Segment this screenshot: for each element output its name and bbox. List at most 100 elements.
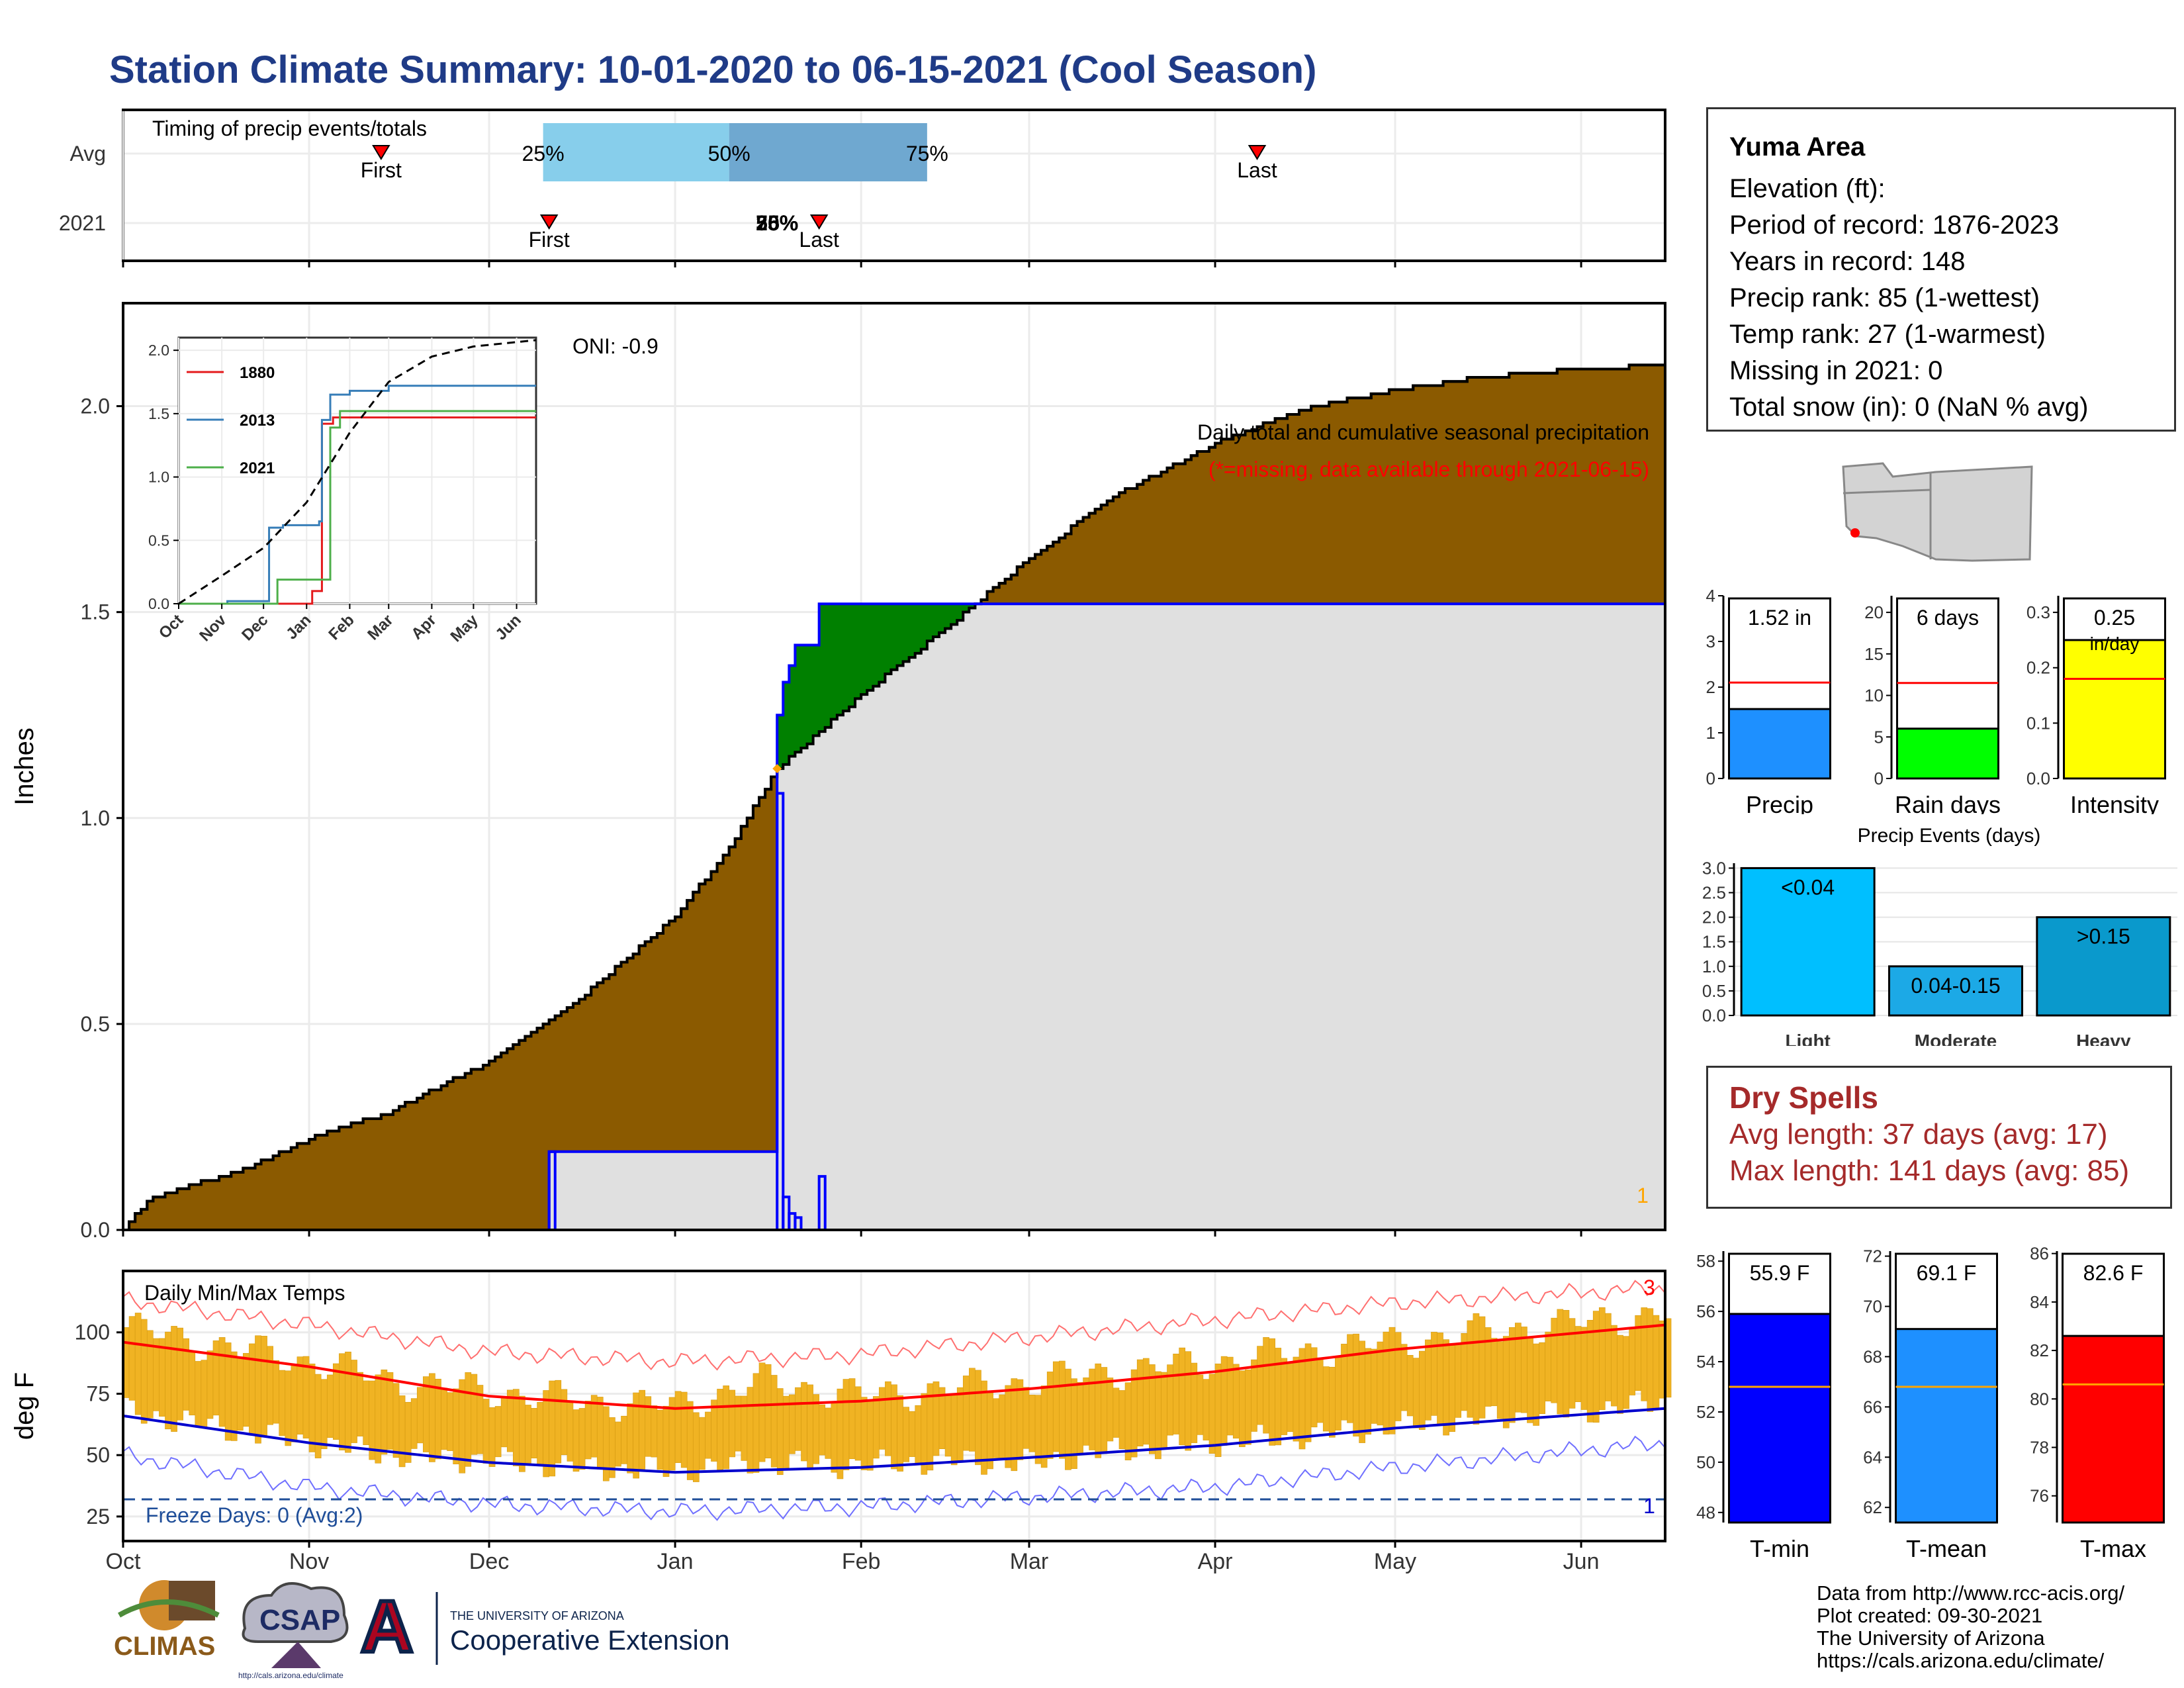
- dry-spells-heading: Dry Spells: [1729, 1080, 1878, 1115]
- daily-temp-bar: [279, 1370, 286, 1436]
- record-max-line: [122, 1280, 1666, 1371]
- daily-temp-bar: [1377, 1341, 1384, 1426]
- daily-temp-bar: [1461, 1333, 1468, 1411]
- summary-bar-value: 69.1 F: [1917, 1261, 1977, 1285]
- daily-temp-bar: [1142, 1358, 1150, 1445]
- daily-temp-bar: [1479, 1316, 1486, 1419]
- daily-temp-bar: [764, 1364, 772, 1459]
- summary-bar-ytick: 54: [1696, 1352, 1715, 1372]
- precip-ytick: 1.0: [81, 806, 110, 830]
- daily-temp-bar: [1304, 1343, 1312, 1442]
- daily-temp-bar: [1316, 1357, 1324, 1423]
- daily-temp-bar: [1406, 1355, 1414, 1417]
- daily-temp-bar: [345, 1351, 351, 1453]
- daily-temp-bar: [651, 1405, 658, 1458]
- summary-bar-ytick: 0.1: [2026, 713, 2050, 733]
- y2021-p25-label: 25%: [756, 211, 798, 235]
- daily-temp-bar: [1545, 1331, 1552, 1401]
- daily-temp-bar: [956, 1387, 964, 1461]
- footer-credits: Data from http://www.rcc-acis.org/Plot c…: [1817, 1582, 2124, 1672]
- summary-bar-value: 6 days: [1917, 606, 1979, 630]
- daily-temp-bar: [255, 1335, 261, 1444]
- daily-temp-bar: [962, 1376, 970, 1451]
- temp-title: Daily Min/Max Temps: [144, 1281, 345, 1305]
- daily-temp-bar: [615, 1421, 621, 1467]
- timing-row-2021: 2021: [59, 211, 106, 235]
- events-ytick: 3.0: [1702, 858, 1726, 878]
- summary-bar-ytick: 0.0: [2026, 769, 2050, 788]
- daily-temp-bar: [1449, 1345, 1455, 1432]
- daily-temp-bar: [134, 1313, 142, 1415]
- precip-subtitle: (*=missing, data available through 2021-…: [1208, 457, 1649, 481]
- ua-logo: A THE UNIVERSITY OF ARIZONA Cooperative …: [359, 1584, 730, 1669]
- daily-temp-bar: [1563, 1310, 1570, 1418]
- climas-logo-text: CLIMAS: [114, 1632, 215, 1661]
- daily-temp-bar: [1412, 1358, 1420, 1429]
- station-info: Yuma Area Elevation (ft): Period of reco…: [1706, 107, 2176, 432]
- avg-max-line: [122, 1323, 1666, 1410]
- daily-temp-bar: [1239, 1370, 1246, 1447]
- events-ytick: 1.0: [1702, 957, 1726, 976]
- ua-logo-small: THE UNIVERSITY OF ARIZONA: [450, 1609, 624, 1622]
- y2021-last-marker: [809, 214, 829, 230]
- daily-temp-bar: [230, 1351, 238, 1441]
- summary-bar-ytick: 20: [1864, 602, 1884, 622]
- daily-temp-bar: [1490, 1338, 1498, 1407]
- summary-bar-ytick: 78: [2030, 1438, 2049, 1458]
- avg-first-marker: [372, 145, 390, 160]
- summary-bar-ytick: 0: [1874, 769, 1884, 788]
- daily-temp-bar: [1203, 1379, 1210, 1440]
- daily-temp-bar: [1011, 1378, 1018, 1472]
- daily-temp-bar: [441, 1387, 447, 1450]
- station-line: Missing in 2021: 0: [1729, 356, 1943, 385]
- temp-xtick: Feb: [842, 1549, 881, 1574]
- daily-temp-bar: [813, 1394, 819, 1464]
- daily-temp-bar: [512, 1389, 520, 1466]
- avg-last-label: Last: [1237, 158, 1277, 182]
- summary-bar-ytick: 70: [1863, 1297, 1882, 1317]
- daily-temp-bar: [308, 1364, 316, 1452]
- summary-bar-fill: [1728, 1313, 1831, 1524]
- daily-temp-bar: [1611, 1325, 1617, 1407]
- inset-ytick: 0.0: [148, 595, 169, 612]
- daily-temp-bar: [1293, 1356, 1300, 1442]
- locator-map: [1837, 460, 2035, 566]
- daily-temp-bar: [735, 1395, 742, 1452]
- svg-text:A: A: [361, 1586, 413, 1667]
- daily-temp-bar: [776, 1388, 784, 1476]
- avg-p25-p50-band: [543, 123, 729, 181]
- dry-spells-avg: Avg length: 37 days (avg: 17): [1729, 1118, 2108, 1150]
- summary-bar-category: Rain days: [1895, 791, 2001, 814]
- daily-temp-bar: [423, 1376, 430, 1452]
- avg-min-line: [122, 1407, 1666, 1474]
- daily-temp-bar: [201, 1360, 208, 1429]
- summary-bar-value: 55.9 F: [1750, 1261, 1810, 1285]
- daily-temp-bar: [494, 1406, 502, 1458]
- daily-temp-bar: [1365, 1348, 1372, 1435]
- daily-temp-bar: [392, 1383, 400, 1458]
- daily-temp-bar: [243, 1353, 250, 1427]
- daily-temp-bar: [267, 1346, 273, 1425]
- daily-temp-bar: [206, 1350, 214, 1419]
- daily-temp-bar: [915, 1405, 922, 1466]
- daily-temp-bar: [1017, 1379, 1024, 1460]
- daily-temp-bar: [398, 1395, 406, 1468]
- summary-bar-ytick: 3: [1706, 632, 1715, 651]
- daily-temp-bar: [825, 1407, 832, 1459]
- temp-xtick: Nov: [289, 1549, 329, 1574]
- daily-temp-bar: [1118, 1390, 1126, 1450]
- daily-temp-bar: [885, 1381, 891, 1456]
- daily-temp-bar: [987, 1392, 993, 1470]
- daily-temp-bar: [1101, 1367, 1108, 1454]
- daily-temp-bar: [621, 1415, 627, 1464]
- csap-logo-text: CSAP: [259, 1604, 340, 1636]
- daily-temp-bar: [596, 1397, 604, 1470]
- inset-ytick: 1.0: [148, 469, 169, 486]
- precip-ytick: 1.5: [81, 600, 110, 624]
- events-bar-label: >0.15: [2077, 925, 2130, 949]
- daily-temp-bar: [195, 1361, 202, 1427]
- climas-logo: CLIMAS: [114, 1580, 220, 1661]
- avg-p50-p75-band: [729, 123, 927, 181]
- temp-xtick: May: [1374, 1549, 1416, 1574]
- events-xtick: Light: [1785, 1031, 1830, 1046]
